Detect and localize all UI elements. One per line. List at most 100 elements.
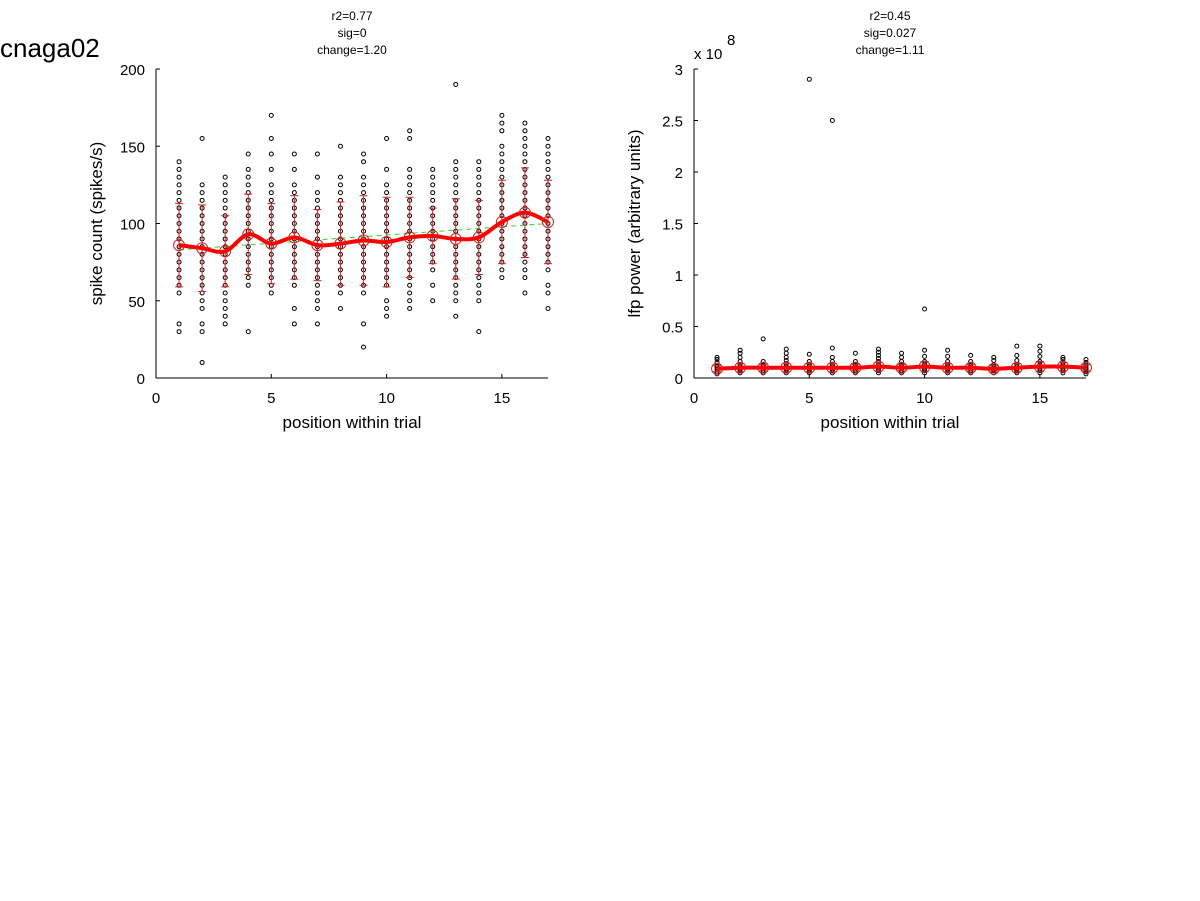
mean-marker	[849, 361, 862, 374]
fit-line	[179, 223, 549, 251]
data-point	[476, 166, 482, 172]
data-point	[361, 321, 367, 327]
panel-title-line: r2=0.45	[869, 9, 910, 23]
x-tick-label: 15	[494, 390, 511, 407]
mean-marker	[1056, 360, 1069, 373]
data-point	[499, 120, 505, 126]
data-point	[714, 360, 720, 366]
data-point	[291, 182, 297, 188]
data-point	[407, 305, 413, 311]
data-point	[291, 282, 297, 288]
data-point	[268, 190, 274, 196]
data-point	[783, 350, 789, 356]
data-point	[737, 350, 743, 356]
data-point	[361, 290, 367, 296]
data-point	[875, 352, 881, 358]
data-point	[499, 267, 505, 273]
data-point	[522, 259, 528, 265]
x-tick-label: 0	[152, 390, 160, 407]
data-point	[522, 290, 528, 296]
y-tick-label: 100	[120, 217, 145, 234]
mean-marker	[380, 236, 393, 249]
data-point	[314, 290, 320, 296]
data-point	[291, 321, 297, 327]
mean-marker	[311, 239, 324, 252]
data-point	[222, 298, 228, 304]
data-point	[545, 174, 551, 180]
x-tick-label: 0	[690, 390, 698, 407]
data-point	[199, 136, 205, 142]
data-point	[737, 347, 743, 353]
data-point	[268, 151, 274, 157]
y-axis-label: spike count (spikes/s)	[87, 142, 106, 305]
mean-marker	[288, 231, 301, 244]
data-point	[737, 354, 743, 360]
data-point	[430, 174, 436, 180]
data-point	[760, 359, 766, 365]
data-point	[760, 336, 766, 342]
mean-marker	[711, 362, 724, 375]
data-point	[476, 182, 482, 188]
data-point	[314, 282, 320, 288]
y-tick-label: 1	[675, 268, 683, 285]
data-point	[453, 166, 459, 172]
data-point	[852, 359, 858, 365]
y-exponent-value: 8	[727, 32, 735, 49]
data-point	[522, 136, 528, 142]
data-point	[384, 182, 390, 188]
mean-marker	[196, 242, 209, 255]
chart-panel-1: r2=0.77 sig=0 change=1.20 0 50 100 150 200 0 5 10 1…	[87, 9, 554, 432]
data-point	[991, 354, 997, 360]
data-point	[829, 354, 835, 360]
mean-marker	[472, 231, 485, 244]
data-point	[545, 151, 551, 157]
data-point	[407, 190, 413, 196]
data-point	[499, 166, 505, 172]
data-point	[337, 190, 343, 196]
data-point	[199, 321, 205, 327]
data-point	[430, 298, 436, 304]
mean-marker	[403, 231, 416, 244]
data-point	[291, 305, 297, 311]
mean-marker	[518, 206, 531, 219]
data-point	[222, 290, 228, 296]
data-point	[337, 305, 343, 311]
mean-marker	[1010, 361, 1023, 374]
data-point	[222, 205, 228, 211]
data-point	[176, 290, 182, 296]
data-point	[314, 190, 320, 196]
data-point	[384, 298, 390, 304]
mean-marker	[357, 234, 370, 247]
data-point	[522, 275, 528, 281]
data-point	[314, 197, 320, 203]
data-point	[176, 182, 182, 188]
data-point	[476, 190, 482, 196]
data-point	[1014, 343, 1020, 349]
data-point	[945, 347, 951, 353]
data-point	[361, 190, 367, 196]
data-point	[384, 136, 390, 142]
data-point	[314, 305, 320, 311]
x-tick-label: 10	[378, 390, 395, 407]
data-point	[453, 81, 459, 87]
panel-title-line: r2=0.77	[331, 9, 372, 23]
data-point	[384, 166, 390, 172]
data-point	[499, 151, 505, 157]
y-axis-label: lfp power (arbitrary units)	[625, 129, 644, 317]
data-point	[314, 298, 320, 304]
mean-markers	[711, 360, 1092, 375]
y-tick-label: 1.5	[662, 217, 683, 234]
data-point	[361, 344, 367, 350]
data-point	[968, 359, 974, 365]
mean-marker	[780, 361, 793, 374]
data-point	[384, 313, 390, 319]
mean-marker	[895, 361, 908, 374]
data-point	[199, 329, 205, 335]
data-point	[1083, 356, 1089, 362]
data-point	[176, 159, 182, 165]
data-point	[430, 197, 436, 203]
data-point	[337, 174, 343, 180]
y-tick-label: 0	[675, 371, 683, 388]
data-point	[714, 356, 720, 362]
data-point	[430, 282, 436, 288]
